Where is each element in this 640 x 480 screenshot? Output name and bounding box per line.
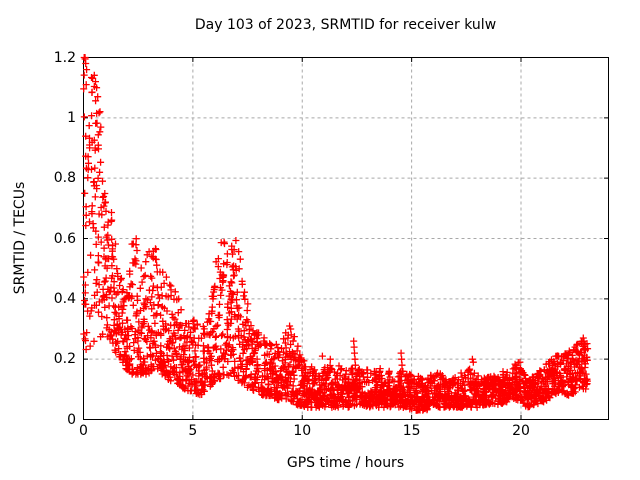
x-axis-label: GPS time / hours: [286, 455, 405, 471]
x-tick-label: 15: [402, 423, 421, 439]
data-points: [80, 54, 592, 414]
y-tick-label: 0.8: [53, 170, 76, 187]
y-tick-label: 0: [67, 411, 76, 428]
y-tick-label: 1.2: [53, 49, 76, 66]
x-tick-label: 10: [293, 423, 312, 439]
y-tick-label: 0.6: [53, 230, 76, 247]
y-tick-label: 0.4: [53, 290, 76, 307]
x-tick-label: 0: [79, 423, 88, 439]
y-tick-label: 0.2: [53, 351, 76, 368]
grid-lines: [83, 57, 609, 420]
y-tick-label: 1: [67, 109, 76, 126]
x-tick-label: 5: [188, 423, 198, 439]
chart-title: Day 103 of 2023, SRMTID for receiver kul…: [194, 17, 497, 33]
x-tick-label: 20: [512, 423, 530, 439]
